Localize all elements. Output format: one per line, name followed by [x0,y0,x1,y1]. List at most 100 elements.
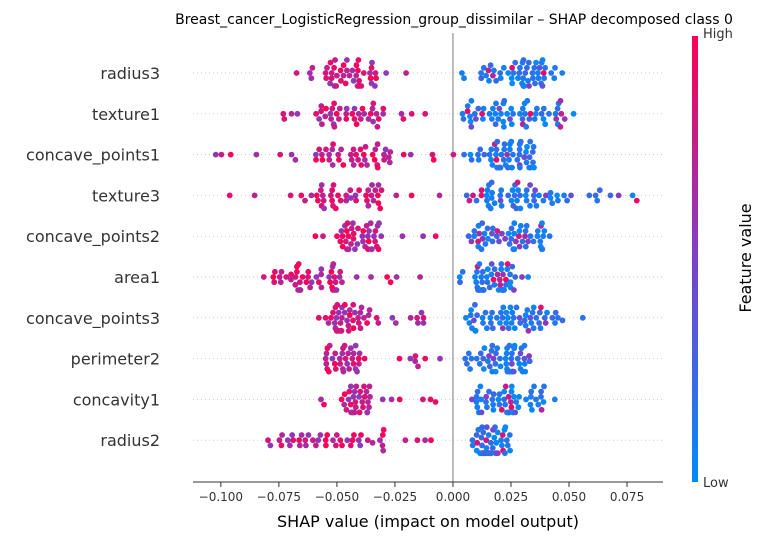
point-concave_points3 [361,314,367,321]
point-radius3 [487,62,494,69]
point-concavity1 [486,388,492,395]
point-texture1 [459,110,466,117]
point-concave_points3 [357,309,364,316]
point-concave_points2 [372,238,378,245]
point-radius3 [367,75,374,82]
point-perimeter2 [342,355,349,362]
point-concave_points3 [407,314,414,321]
point-area1 [387,279,394,286]
point-texture1 [542,121,549,128]
point-concave_points2 [476,230,483,237]
point-radius2 [284,437,291,444]
point-radius3 [355,67,361,74]
point-concave_points1 [500,156,507,163]
point-area1 [478,274,485,280]
point-concavity1 [361,393,368,400]
point-radius3 [353,72,360,79]
point-concave_points1 [517,138,524,145]
point-concavity1 [318,396,324,403]
point-concave_points1 [506,156,512,163]
point-concave_points2 [525,238,531,245]
point-concavity1 [347,383,354,390]
x-tick-label: 0.050 [552,490,586,504]
point-texture3 [328,192,334,199]
point-texture3 [375,192,381,199]
point-concave_points3 [549,314,556,321]
point-concavity1 [364,409,371,416]
point-area1 [328,268,335,275]
point-texture3 [478,187,485,194]
point-concave_points3 [342,301,348,308]
point-perimeter2 [508,360,515,367]
point-concave_points1 [407,151,414,158]
point-concavity1 [515,404,522,411]
point-concave_points3 [350,301,357,308]
point-concave_points2 [496,238,502,245]
point-concave_points2 [481,230,488,237]
point-radius2 [479,424,485,431]
point-texture1 [492,110,499,117]
point-concave_points3 [533,314,540,321]
point-area1 [305,274,311,280]
point-concave_points2 [539,220,545,227]
point-concave_points3 [513,304,520,311]
point-texture1 [331,123,338,130]
point-concave_points2 [511,220,518,227]
point-concave_points2 [485,235,491,242]
point-concave_points3 [505,314,511,321]
point-radius3 [548,70,555,76]
point-radius3 [334,72,340,79]
point-texture1 [316,116,322,122]
point-radius3 [328,70,335,76]
point-concave_points1 [385,154,392,161]
point-area1 [333,287,340,293]
point-radius2 [265,437,271,444]
point-concave_points2 [350,220,356,227]
point-area1 [490,276,497,283]
point-concave_points2 [360,238,366,245]
point-texture3 [555,197,561,204]
point-concavity1 [496,391,503,398]
point-concave_points1 [326,156,333,163]
point-radius3 [539,57,546,63]
point-radius3 [372,83,378,89]
point-radius2 [485,432,492,438]
point-radius3 [497,70,504,76]
point-area1 [299,274,306,280]
point-area1 [483,274,490,280]
point-concave_points3 [527,314,534,321]
point-perimeter2 [497,355,503,362]
point-perimeter2 [503,360,510,367]
point-concavity1 [483,393,490,400]
point-area1 [457,279,463,286]
point-concave_points2 [516,233,522,240]
point-radius2 [504,442,511,449]
point-texture3 [488,179,495,186]
point-concavity1 [477,383,484,390]
point-texture1 [508,105,515,112]
point-concavity1 [505,393,512,400]
point-texture3 [568,192,574,199]
point-concave_points3 [508,320,515,326]
point-texture3 [488,195,495,201]
x-tick-label: 0.075 [610,490,644,504]
point-concavity1 [478,396,484,403]
point-area1 [330,261,337,267]
point-concave_points2 [312,233,319,240]
point-radius2 [494,429,501,436]
point-perimeter2 [332,366,339,372]
point-texture3 [498,202,505,209]
point-concave_points1 [387,149,394,155]
point-concave_points3 [521,317,528,324]
point-concavity1 [352,404,359,411]
point-perimeter2 [468,355,475,362]
point-radius3 [353,62,360,69]
point-texture3 [543,192,549,199]
point-concave_points3 [489,309,495,316]
point-area1 [503,276,509,283]
x-tick-label: 0.025 [494,490,528,504]
point-concavity1 [533,396,539,403]
feature-label-texture3: texture3 [92,186,160,205]
point-concavity1 [502,401,509,408]
point-texture1 [365,116,372,122]
